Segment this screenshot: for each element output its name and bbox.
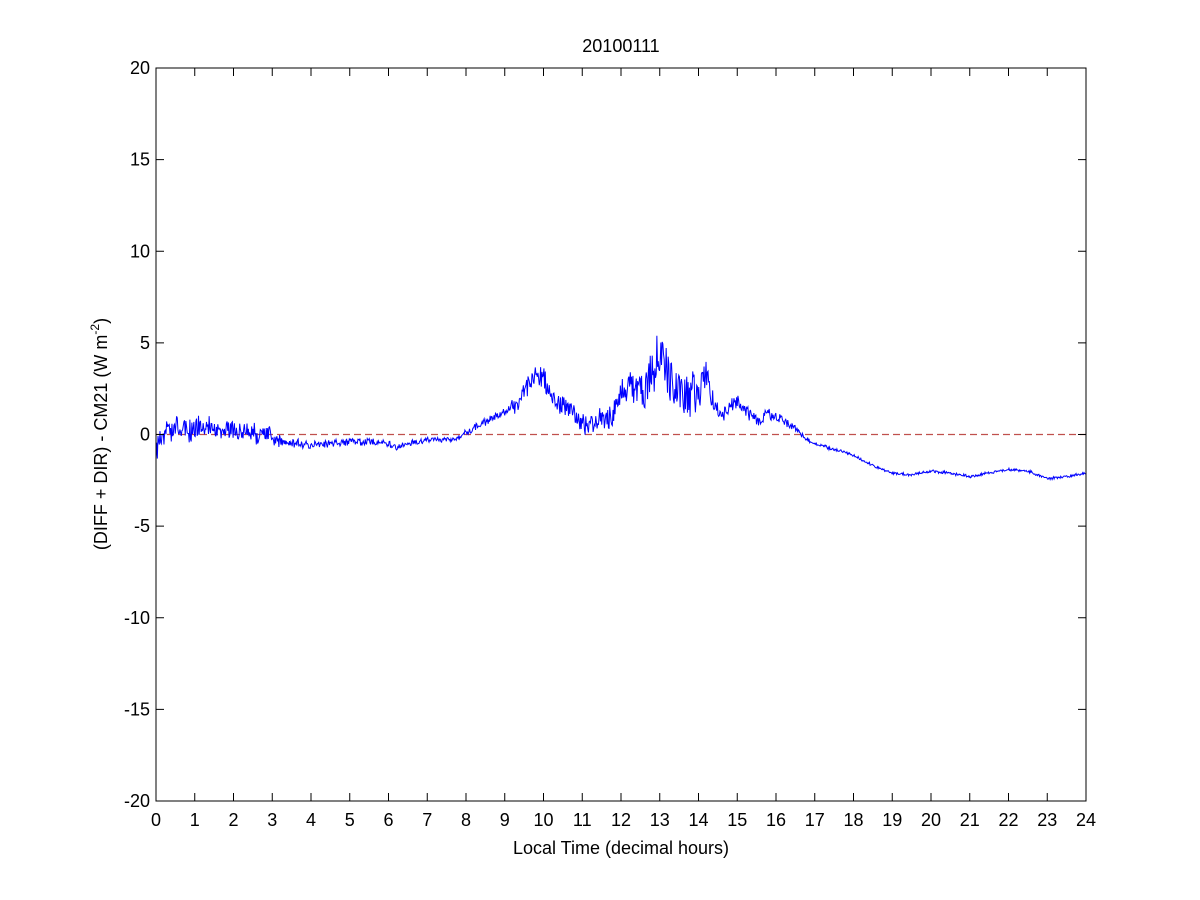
y-tick-label: 0 [140, 425, 150, 445]
x-tick-label: 24 [1076, 810, 1096, 830]
x-tick-label: 15 [727, 810, 747, 830]
x-axis-ticks: 0 1 2 3 4 5 6 7 8 9 10 11 12 13 14 15 16 17 18 19 20 21 22 23 24 [151, 68, 1096, 830]
y-axis-label: (DIFF + DIR) - CM21 (W m-2) [88, 318, 111, 550]
x-tick-label: 19 [882, 810, 902, 830]
y-axis-label-superscript: -2 [88, 324, 102, 335]
y-tick-label: -15 [124, 699, 150, 719]
y-tick-label: -5 [134, 516, 150, 536]
x-tick-label: 4 [306, 810, 316, 830]
x-tick-label: 1 [190, 810, 200, 830]
x-tick-label: 14 [688, 810, 708, 830]
y-axis-label-suffix: ) [91, 318, 111, 324]
x-axis-label: Local Time (decimal hours) [513, 838, 729, 858]
y-tick-label: -10 [124, 608, 150, 628]
x-tick-label: 2 [228, 810, 238, 830]
x-tick-label: 23 [1037, 810, 1057, 830]
x-tick-label: 20 [921, 810, 941, 830]
x-tick-label: 6 [383, 810, 393, 830]
x-tick-label: 3 [267, 810, 277, 830]
y-tick-label: 20 [130, 58, 150, 78]
y-tick-label: 10 [130, 241, 150, 261]
x-tick-label: 18 [843, 810, 863, 830]
x-tick-label: 9 [500, 810, 510, 830]
x-tick-label: 5 [345, 810, 355, 830]
y-tick-label: -20 [124, 791, 150, 811]
x-tick-label: 12 [611, 810, 631, 830]
x-tick-label: 11 [573, 810, 592, 830]
series-line [156, 335, 1086, 482]
x-tick-label: 13 [650, 810, 670, 830]
x-tick-label: 16 [766, 810, 786, 830]
x-tick-label: 21 [960, 810, 980, 830]
series-layer [156, 335, 1086, 482]
y-tick-label: 15 [130, 150, 150, 170]
x-tick-label: 0 [151, 810, 161, 830]
chart-title: 20100111 [582, 36, 659, 56]
x-tick-label: 22 [998, 810, 1018, 830]
y-axis-ticks: -20 -15 -10 -5 0 5 10 15 20 [124, 58, 1086, 811]
y-axis-label-prefix: (DIFF + DIR) - CM21 (W m [91, 335, 111, 550]
x-tick-label: 10 [533, 810, 553, 830]
x-tick-label: 17 [805, 810, 825, 830]
x-tick-label: 7 [422, 810, 432, 830]
y-tick-label: 5 [140, 333, 150, 353]
x-tick-label: 8 [461, 810, 471, 830]
